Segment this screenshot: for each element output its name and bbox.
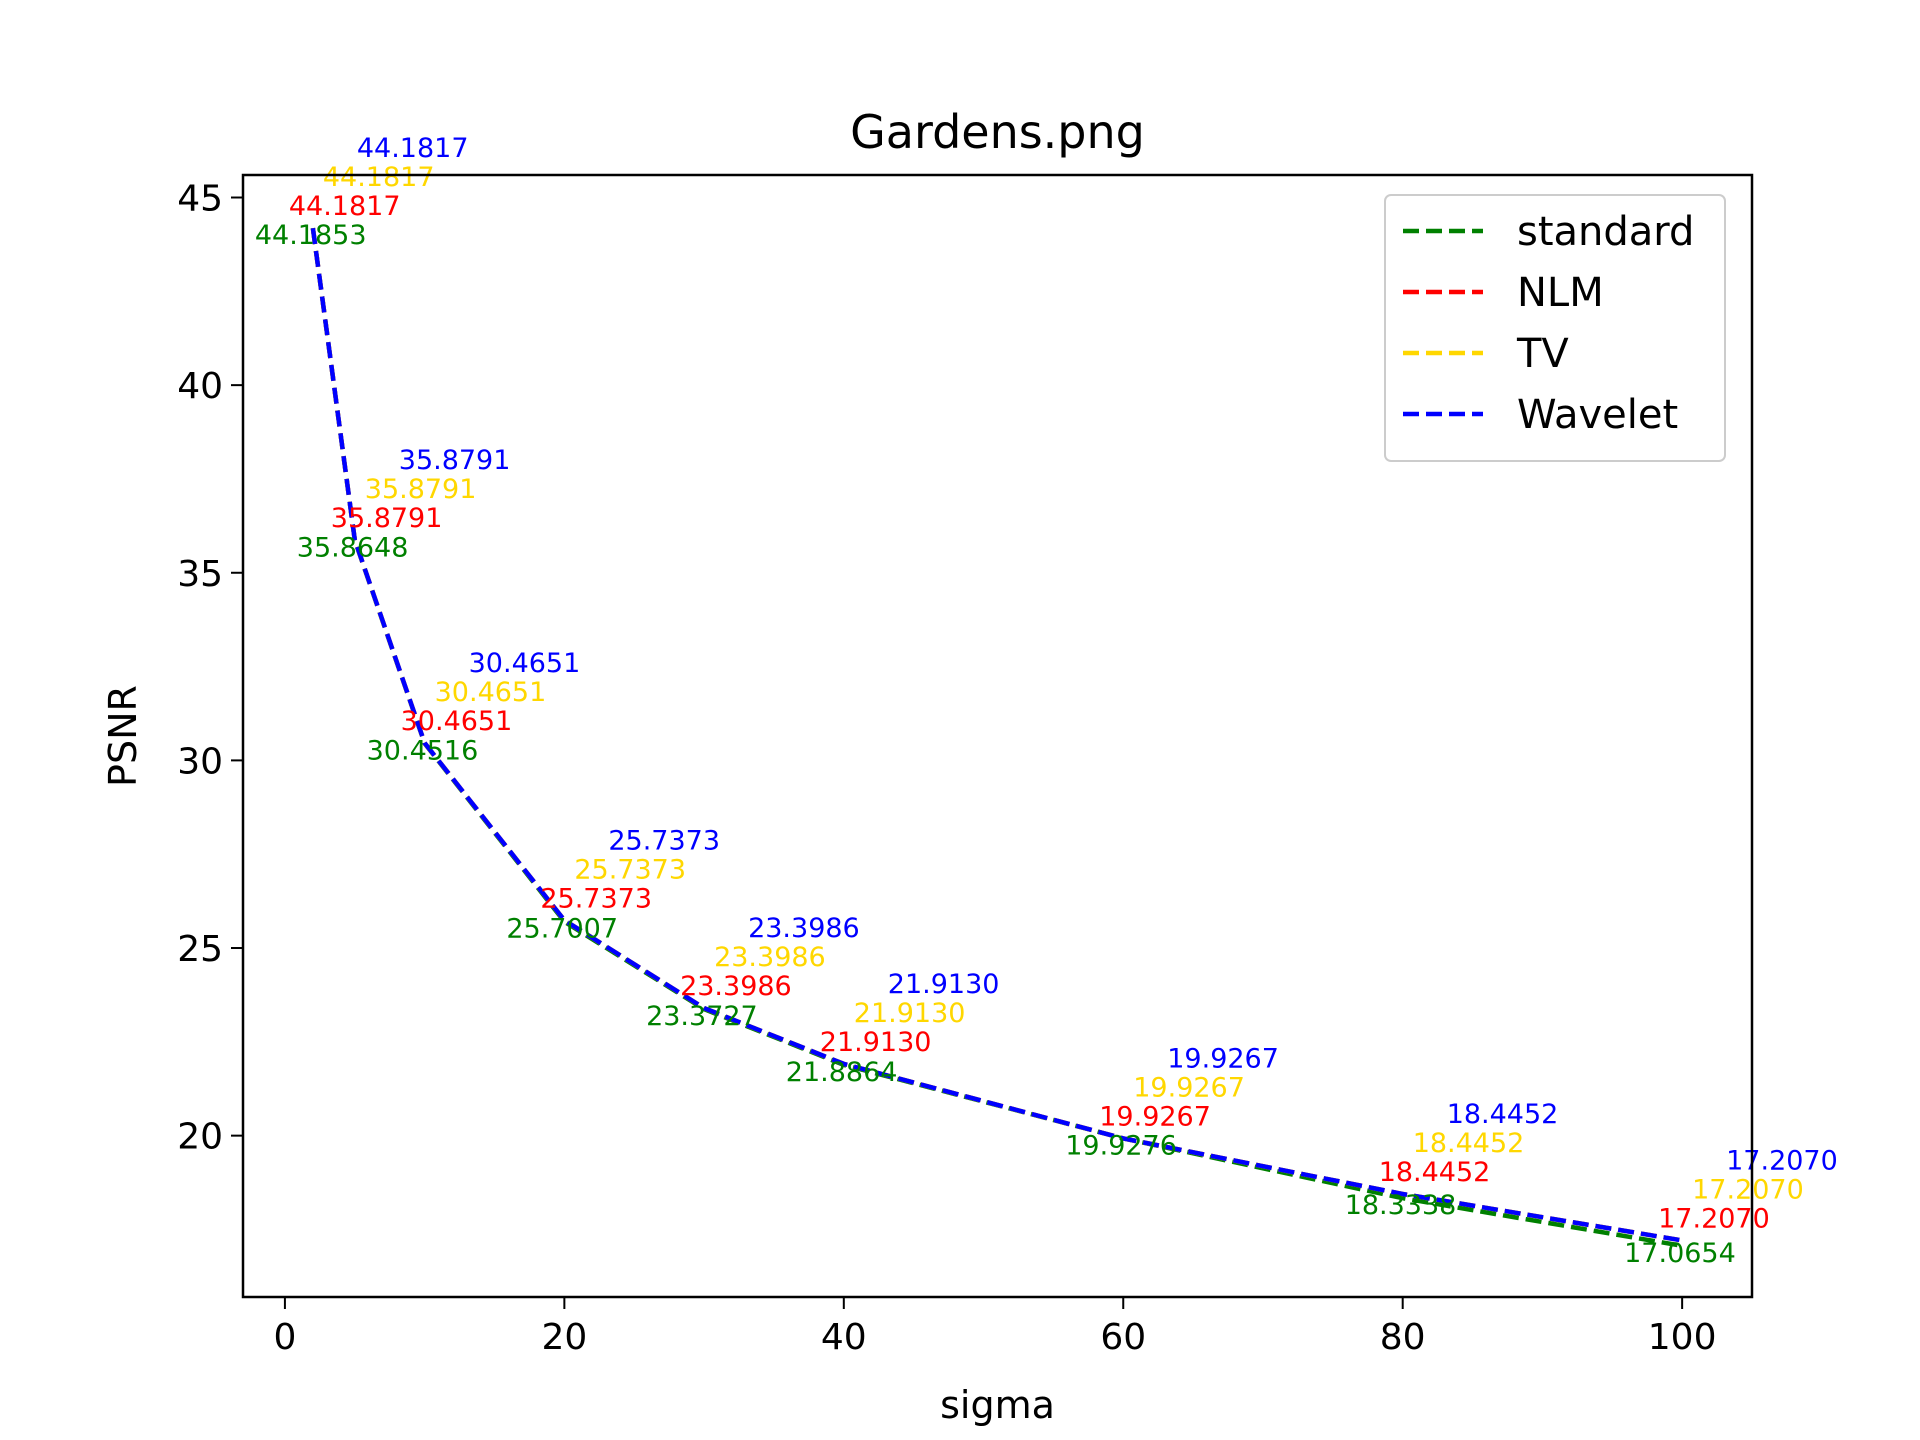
data-label-nlm: 19.9267 (1099, 1101, 1211, 1132)
plot-frame (241, 173, 1754, 1299)
data-labels-layer: 44.1853 35.8648 30.4516 25.7007 23.3727 21.88… (255, 133, 1838, 1269)
data-label-tv: 25.7373 (574, 854, 686, 885)
chart-title: Gardens.png (850, 105, 1145, 159)
data-label-nlm: 23.3986 (680, 971, 792, 1002)
data-label-standard: 44.1853 (255, 220, 367, 251)
data-label-tv: 18.4452 (1413, 1128, 1525, 1159)
data-label-wavelet: 35.8791 (399, 445, 511, 476)
y-tick-label: 40 (177, 366, 223, 407)
data-label-standard: 17.0654 (1624, 1238, 1736, 1269)
series-line-wavelet (310, 227, 1683, 1243)
data-label-tv: 19.9267 (1133, 1072, 1245, 1103)
x-tick-label: 0 (273, 1317, 296, 1358)
x-axis-label: sigma (940, 1383, 1055, 1427)
data-label-standard: 19.9276 (1065, 1130, 1177, 1161)
data-label-tv: 23.3986 (714, 942, 826, 973)
y-axis-label: PSNR (101, 685, 145, 787)
y-tick-label: 45 (177, 179, 223, 220)
data-label-nlm: 21.9130 (820, 1027, 932, 1058)
data-label-tv: 44.1817 (323, 162, 435, 193)
legend-label-nlm: NLM (1517, 270, 1604, 316)
data-label-nlm: 44.1817 (289, 191, 401, 222)
data-label-wavelet: 19.9267 (1167, 1043, 1279, 1074)
data-label-standard: 30.4516 (367, 735, 479, 766)
data-label-wavelet: 44.1817 (357, 133, 469, 164)
data-label-wavelet: 23.3986 (748, 913, 860, 944)
data-label-nlm: 35.8791 (331, 503, 443, 534)
y-tick-label: 35 (177, 554, 223, 595)
legend-frame (1384, 194, 1726, 462)
legend: standard NLM TV Wavelet (1384, 194, 1726, 462)
y-tick-label: 30 (177, 741, 223, 782)
data-label-nlm: 30.4651 (401, 706, 513, 737)
data-label-wavelet: 21.9130 (888, 969, 1000, 1000)
data-label-standard: 21.8864 (786, 1057, 898, 1088)
data-label-standard: 18.3338 (1345, 1190, 1457, 1221)
x-tick-label: 60 (1100, 1317, 1146, 1358)
data-label-nlm: 25.7373 (540, 883, 652, 914)
ticks-layer: 0 20 40 60 80 100 20 25 30 35 40 45 (177, 179, 1716, 1358)
legend-label-standard: standard (1517, 209, 1694, 255)
data-label-tv: 21.9130 (854, 998, 966, 1029)
legend-label-tv: TV (1516, 331, 1569, 377)
x-tick-label: 20 (541, 1317, 587, 1358)
x-tick-label: 40 (821, 1317, 867, 1358)
data-label-standard: 25.7007 (506, 914, 618, 945)
x-tick-label: 100 (1648, 1317, 1717, 1358)
data-label-tv: 35.8791 (365, 474, 477, 505)
data-label-tv: 17.2070 (1692, 1174, 1804, 1205)
data-label-standard: 35.8648 (297, 532, 409, 563)
y-tick-label: 20 (177, 1117, 223, 1158)
data-label-wavelet: 25.7373 (608, 825, 720, 856)
data-label-nlm: 18.4452 (1379, 1157, 1491, 1188)
data-label-tv: 30.4651 (435, 677, 547, 708)
y-tick-label: 25 (177, 929, 223, 970)
series-layer (310, 227, 1683, 1249)
x-tick-label: 80 (1380, 1317, 1426, 1358)
data-label-wavelet: 30.4651 (469, 648, 581, 679)
data-label-wavelet: 18.4452 (1447, 1099, 1559, 1130)
data-label-wavelet: 17.2070 (1726, 1145, 1838, 1176)
legend-label-wavelet: Wavelet (1517, 392, 1678, 438)
data-label-standard: 23.3727 (646, 1001, 758, 1032)
